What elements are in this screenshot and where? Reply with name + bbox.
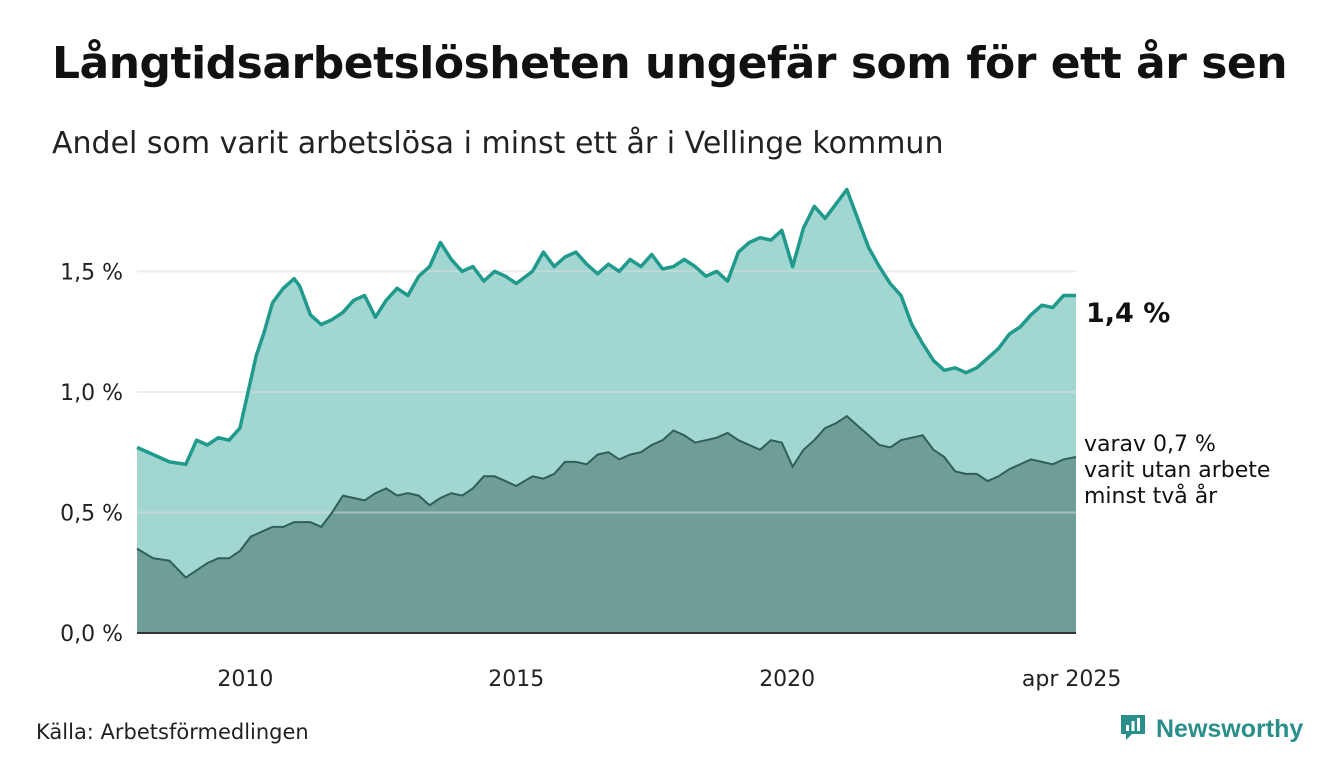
x-tick-label: apr 2025 xyxy=(1022,667,1121,692)
y-tick-label: 1,0 % xyxy=(60,381,123,406)
series-line-two-years xyxy=(136,414,1077,579)
chart-title: Långtidsarbetslösheten ungefär som för e… xyxy=(52,38,1288,89)
newsworthy-logo-icon xyxy=(1118,712,1148,746)
brand-logo[interactable]: Newsworthy xyxy=(1118,712,1303,746)
x-tick-label: 2015 xyxy=(488,667,544,692)
series-area-two-years xyxy=(137,416,1076,633)
series-line-total xyxy=(136,187,1076,467)
side-note-line: varav 0,7 % xyxy=(1084,432,1216,457)
x-tick-label: 2010 xyxy=(217,667,273,692)
side-note-line: minst två år xyxy=(1084,484,1218,509)
x-tick-label: 2020 xyxy=(759,667,815,692)
brand-name: Newsworthy xyxy=(1156,714,1304,743)
chart-subtitle: Andel som varit arbetslösa i minst ett å… xyxy=(52,126,944,161)
y-tick-label: 1,5 % xyxy=(60,260,123,285)
y-tick-label: 0,5 % xyxy=(60,501,123,526)
source-credit: Källa: Arbetsförmedlingen xyxy=(36,720,309,744)
y-tick-label: 0,0 % xyxy=(60,622,123,647)
end-value-label: 1,4 % xyxy=(1086,298,1171,329)
side-note-line: varit utan arbete xyxy=(1084,458,1271,483)
side-note: varav 0,7 % varit utan arbete minst två … xyxy=(1084,432,1270,510)
